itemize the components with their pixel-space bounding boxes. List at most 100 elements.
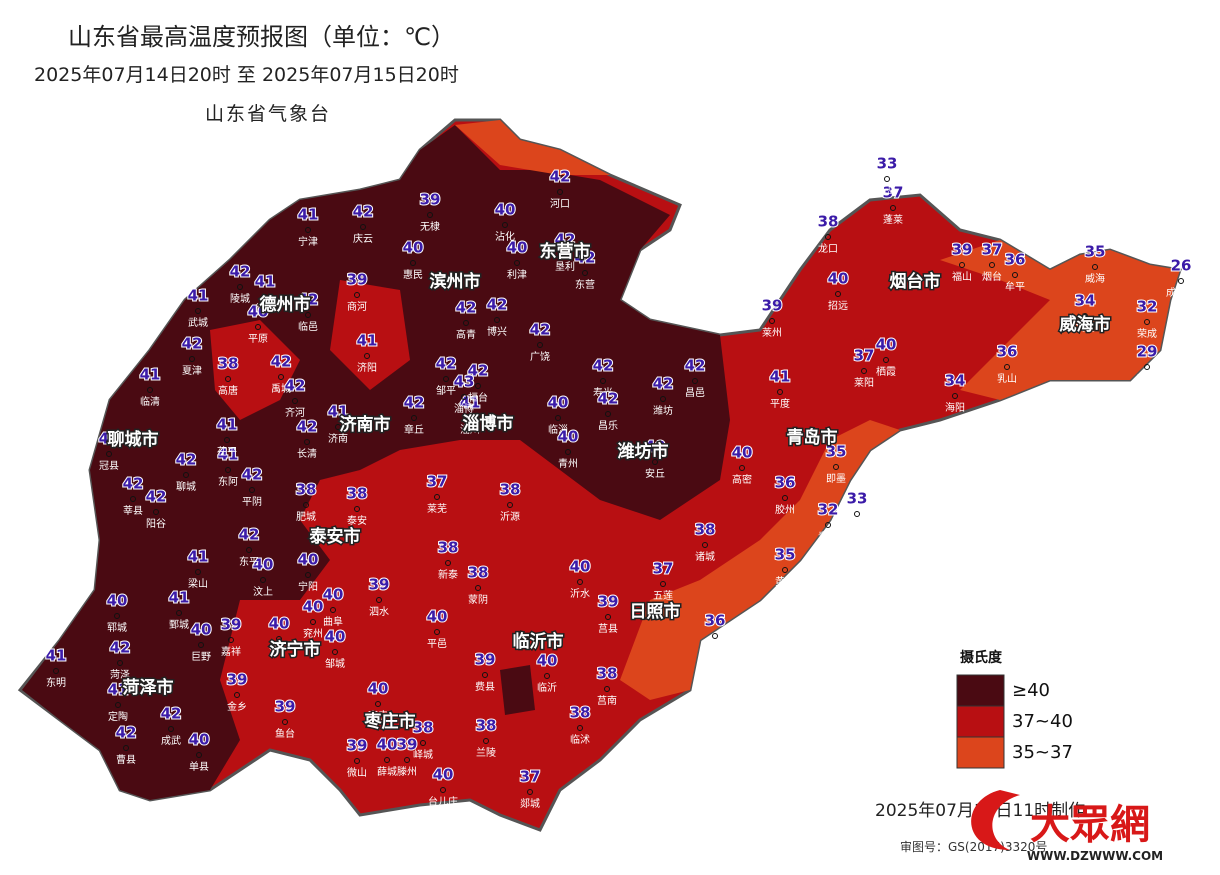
station-value: 38 <box>296 481 317 499</box>
station-value: 42 <box>239 526 260 544</box>
station-name: 东营 <box>575 278 595 291</box>
station-dot <box>262 294 268 300</box>
station: 庆云 42 <box>352 202 375 246</box>
station: 宁津 41 <box>297 205 320 249</box>
station-value: 41 <box>770 368 791 386</box>
station-name: 昌邑 <box>685 387 705 399</box>
station: 滕州 39 <box>396 735 419 779</box>
station-name: 郓城 <box>107 622 127 634</box>
station: 平阴 42 <box>241 465 264 509</box>
station-name: 博兴 <box>487 325 507 338</box>
station-name: 邹城 <box>325 657 345 670</box>
station: 利津 40 <box>506 238 529 282</box>
station-name: 高唐 <box>218 384 238 397</box>
station-dot <box>303 502 309 508</box>
station-name: 郯城 <box>520 797 540 810</box>
station-dot <box>115 702 121 708</box>
station-value: 39 <box>475 651 496 669</box>
station-name: 临邑 <box>298 320 318 333</box>
legend-label: 37~40 <box>1012 711 1073 732</box>
city-label: 潍坊市 <box>618 441 669 462</box>
station-name: 蓬莱 <box>883 214 903 226</box>
station-value: 38 <box>347 485 368 503</box>
station-dot <box>463 320 469 326</box>
station-value: 42 <box>110 639 131 657</box>
station: 枣庄 40 <box>367 679 390 723</box>
legend-label: 35~37 <box>1012 742 1073 763</box>
station-value: 39 <box>420 191 441 209</box>
station: 莒南 38 <box>596 664 619 708</box>
station: 巨野 40 <box>190 620 213 664</box>
station-dot <box>305 572 311 578</box>
station-name: 惠民 <box>403 268 423 281</box>
station: 鄄城 41 <box>168 588 191 632</box>
station-dot <box>225 376 231 382</box>
zone-warm <box>455 120 610 175</box>
station-dot <box>782 495 788 501</box>
station-name: 武城 <box>188 316 208 329</box>
station-name: 五莲 <box>653 590 673 602</box>
station: 邹平 42 <box>435 354 458 398</box>
station-value: 41 <box>46 647 67 665</box>
station-dot <box>989 262 995 268</box>
agency: 山东省气象台 <box>205 103 331 125</box>
station-dot <box>276 636 282 642</box>
station-dot <box>249 487 255 493</box>
city-label: 威海市 <box>1060 314 1111 335</box>
station: 临邑 42 <box>297 290 320 334</box>
station-name: 招远 <box>828 299 848 312</box>
station-name: 无棣 <box>420 220 440 233</box>
station: 宁阳 40 <box>297 550 320 594</box>
station-dot <box>330 607 336 613</box>
station-dot <box>189 356 195 362</box>
station-value: 40 <box>495 201 516 219</box>
legend-title: 摄氏度 <box>960 649 1003 666</box>
station-dot <box>335 424 341 430</box>
station-dot <box>445 560 451 566</box>
station-value: 40 <box>325 628 346 646</box>
station: 薛城 40 <box>376 735 399 779</box>
station-value: 34 <box>1075 292 1096 310</box>
station-value: 42 <box>116 724 137 742</box>
title: 山东省最高温度预报图（单位：℃） <box>68 23 455 51</box>
station-value: 39 <box>952 241 973 259</box>
station-name: 利津 <box>507 269 527 281</box>
station-name: 烟台 <box>982 270 1002 283</box>
station-value: 38 <box>500 481 521 499</box>
station-dot <box>461 394 467 400</box>
station-value: 41 <box>217 416 238 434</box>
station: 商河 39 <box>346 270 369 314</box>
station-name: 莒县 <box>598 623 618 635</box>
station-dot <box>660 581 666 587</box>
station-dot <box>1004 364 1010 370</box>
station-value: 37 <box>520 768 541 786</box>
station-value: 42 <box>550 168 571 186</box>
station-dot <box>467 415 473 421</box>
station-value: 41 <box>140 366 161 384</box>
station-name: 泰安 <box>347 514 367 527</box>
station-name: 青岛 <box>818 530 838 543</box>
station-value: 26 <box>1171 257 1192 275</box>
station-dot <box>544 673 550 679</box>
station: 冠县 40 <box>98 429 121 473</box>
station: 台儿庄 40 <box>428 765 458 809</box>
station-value: 42 <box>271 353 292 371</box>
station-dot <box>153 509 159 515</box>
station-name: 长岛 <box>877 184 897 197</box>
station: 陵城 42 <box>229 262 252 306</box>
station-dot <box>196 752 202 758</box>
station: 青州 40 <box>557 427 580 471</box>
station-dot <box>305 227 311 233</box>
station-dot <box>443 376 449 382</box>
station: 德州 41 <box>254 272 277 316</box>
station-dot <box>557 189 563 195</box>
station-dot <box>354 758 360 764</box>
station-value: 42 <box>297 418 318 436</box>
station: 菏泽 42 <box>109 638 132 682</box>
city-label: 济宁市 <box>270 639 321 660</box>
station-dot <box>198 642 204 648</box>
station-value: 40 <box>253 556 274 574</box>
station: 兖州 40 <box>302 597 325 641</box>
station: 招远 40 <box>827 269 850 313</box>
station-dot <box>777 389 783 395</box>
